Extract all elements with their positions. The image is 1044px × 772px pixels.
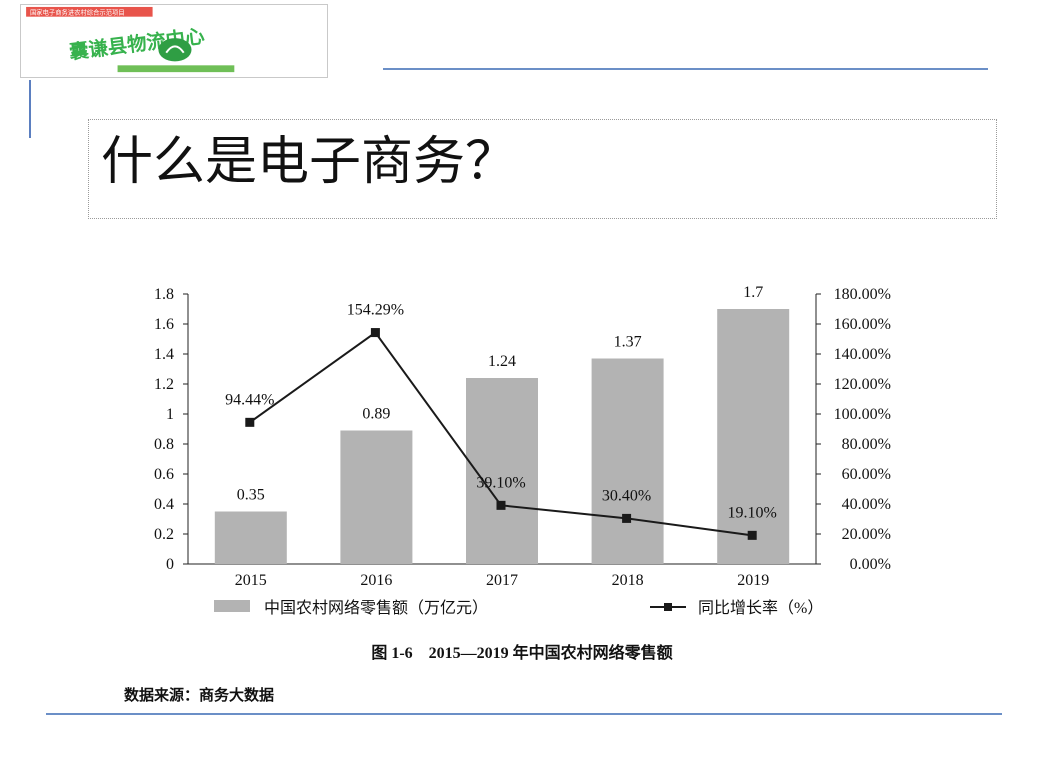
bar — [717, 309, 790, 564]
right-tick-label: 120.00% — [834, 376, 891, 393]
legend-bar-label: 中国农村网络零售额（万亿元） — [264, 598, 488, 617]
growth-rate-labels: 94.44% 154.29% 39.10% 30.40% 19.10% — [225, 302, 777, 522]
x-tick-label: 2018 — [612, 572, 644, 589]
logo-top-text: 国家电子商务进农村综合示范项目 — [30, 8, 125, 17]
bar-value-label: 1.7 — [743, 284, 763, 301]
right-tick-label: 40.00% — [842, 496, 891, 513]
line-marker — [747, 530, 757, 540]
left-tick-labels: 0 0.2 0.4 0.6 0.8 1 1.2 1.4 1.6 1.8 — [154, 286, 188, 573]
line-marker — [496, 500, 506, 510]
line-value-label: 94.44% — [225, 391, 274, 408]
right-tick-labels: 0.00% 20.00% 40.00% 60.00% 80.00% 100.00% 120.… — [816, 286, 891, 573]
header-rule — [383, 68, 988, 70]
legend-line-marker — [664, 603, 672, 611]
figure-caption: 图 1-6 2015—2019 年中国农村网络零售额 — [371, 643, 672, 662]
bar-value-label: 0.35 — [237, 487, 265, 504]
chart-legend: 中国农村网络零售额（万亿元） 同比增长率（%） — [214, 598, 823, 617]
x-tick-label: 2015 — [235, 572, 267, 589]
line-marker — [245, 417, 255, 427]
x-tick-label: 2016 — [360, 572, 392, 589]
logo: 国家电子商务进农村综合示范项目 囊谦县物流中心 — [20, 4, 328, 78]
bar-value-label: 0.89 — [362, 406, 390, 423]
right-tick-label: 180.00% — [834, 286, 891, 303]
logo-top-band — [26, 6, 153, 17]
left-tick-label: 1.2 — [154, 376, 174, 393]
title-box: 什么是电子商务？ — [88, 119, 997, 219]
right-tick-label: 60.00% — [842, 466, 891, 483]
left-tick-label: 1.6 — [154, 316, 174, 333]
left-tick-label: 0.6 — [154, 466, 174, 483]
left-tick-label: 1.8 — [154, 286, 174, 303]
legend-line-label: 同比增长率（%） — [698, 599, 823, 617]
bar — [466, 378, 538, 564]
logo-bottom-band — [117, 65, 235, 73]
bar-series — [214, 309, 790, 564]
x-tick-labels: 2015 2016 2017 2018 2019 — [235, 572, 769, 589]
logo-badge-icon — [158, 38, 192, 62]
slide-title: 什么是电子商务？ — [101, 132, 518, 192]
line-value-label: 30.40% — [602, 487, 651, 504]
x-tick-label: 2019 — [737, 572, 769, 589]
right-tick-label: 0.00% — [850, 556, 891, 573]
legend-bar-swatch — [214, 600, 250, 612]
line-value-label: 39.10% — [476, 474, 525, 491]
left-tick-label: 0 — [166, 556, 174, 573]
right-tick-label: 100.00% — [834, 406, 891, 423]
left-tick-label: 0.4 — [154, 496, 174, 513]
line-value-label: 19.10% — [728, 504, 777, 521]
logo-graphic: 国家电子商务进农村综合示范项目 囊谦县物流中心 — [26, 6, 235, 73]
bar-value-label: 1.37 — [614, 334, 642, 351]
data-source: 数据来源：商务大数据 — [124, 686, 275, 704]
left-tick-label: 1.4 — [154, 346, 174, 363]
right-tick-label: 140.00% — [834, 346, 891, 363]
line-value-label: 154.29% — [347, 302, 404, 319]
line-marker — [622, 513, 632, 523]
right-tick-label: 160.00% — [834, 316, 891, 333]
line-marker — [370, 328, 380, 338]
bar — [340, 430, 413, 564]
bar-value-labels: 0.35 0.89 1.24 1.37 1.7 — [237, 284, 763, 504]
logo-badge-mark — [165, 45, 185, 54]
footer-rule — [46, 713, 1002, 715]
bar — [591, 358, 664, 564]
left-tick-label: 1 — [166, 406, 174, 423]
bar-value-label: 1.24 — [488, 353, 516, 370]
growth-rate-markers — [245, 328, 757, 540]
left-tick-label: 0.8 — [154, 436, 174, 453]
bar — [214, 511, 287, 564]
right-tick-label: 20.00% — [842, 526, 891, 543]
left-accent-rule — [29, 80, 31, 138]
right-tick-label: 80.00% — [842, 436, 891, 453]
left-tick-label: 0.2 — [154, 526, 174, 543]
x-tick-label: 2017 — [486, 572, 518, 589]
